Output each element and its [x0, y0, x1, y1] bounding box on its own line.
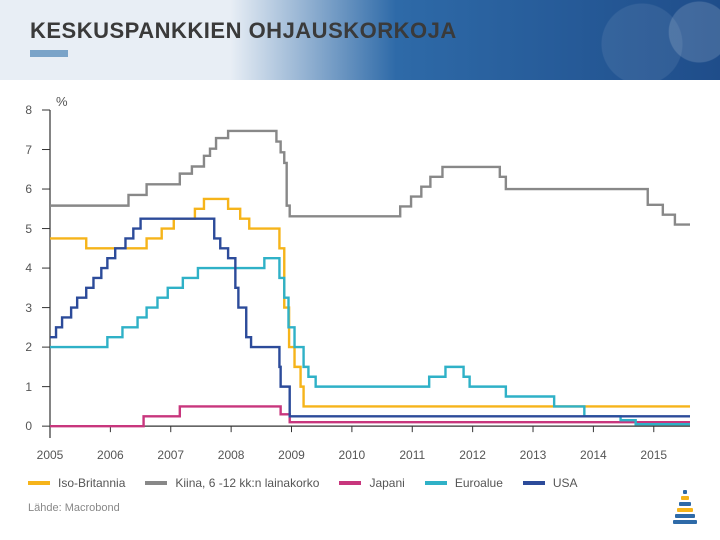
legend-label: Kiina, 6 -12 kk:n lainakorko: [175, 476, 319, 490]
x-tick-label: 2011: [399, 448, 425, 462]
legend-label: Japani: [369, 476, 404, 490]
line-chart: [34, 104, 698, 444]
legend-swatch: [28, 481, 50, 485]
x-tick-label: 2015: [640, 448, 667, 462]
x-tick-label: 2013: [520, 448, 547, 462]
legend-item: USA: [523, 476, 578, 490]
x-tick-label: 2009: [278, 448, 305, 462]
title-accent: [30, 50, 68, 57]
legend-item: Euroalue: [425, 476, 503, 490]
x-tick-label: 2005: [37, 448, 64, 462]
y-tick-label: 4: [25, 261, 32, 275]
legend-label: USA: [553, 476, 578, 490]
legend-swatch: [425, 481, 447, 485]
brand-logo: [668, 484, 702, 524]
y-tick-label: 5: [25, 222, 32, 236]
x-tick-label: 2010: [339, 448, 366, 462]
legend-swatch: [523, 481, 545, 485]
y-tick-label: 7: [25, 143, 32, 157]
legend-swatch: [145, 481, 167, 485]
y-tick-label: 3: [25, 301, 32, 315]
chart-legend: Iso-Britannia Kiina, 6 -12 kk:n lainakork…: [28, 472, 708, 494]
legend-item: Kiina, 6 -12 kk:n lainakorko: [145, 476, 319, 490]
x-tick-label: 2014: [580, 448, 607, 462]
x-axis-tick-labels: 2005 2006 2007 2008 2009 2010 2011 2012 2013 2014…: [34, 448, 698, 466]
y-tick-label: 0: [25, 419, 32, 433]
legend-label: Iso-Britannia: [58, 476, 125, 490]
x-tick-label: 2012: [459, 448, 486, 462]
legend-swatch: [339, 481, 361, 485]
x-tick-label: 2007: [157, 448, 184, 462]
source-text: Lähde: Macrobond: [28, 502, 120, 514]
legend-item: Japani: [339, 476, 404, 490]
x-tick-label: 2008: [218, 448, 245, 462]
y-tick-label: 1: [25, 380, 32, 394]
legend-label: Euroalue: [455, 476, 503, 490]
legend-item: Iso-Britannia: [28, 476, 125, 490]
x-tick-label: 2006: [97, 448, 124, 462]
y-tick-label: 6: [25, 182, 32, 196]
y-tick-label: 8: [25, 103, 32, 117]
y-axis-tick-labels: 0 1 2 3 4 5 6 7 8: [14, 104, 32, 444]
page-title: KESKUSPANKKIEN OHJAUSKORKOJA: [30, 18, 457, 44]
y-tick-label: 2: [25, 340, 32, 354]
